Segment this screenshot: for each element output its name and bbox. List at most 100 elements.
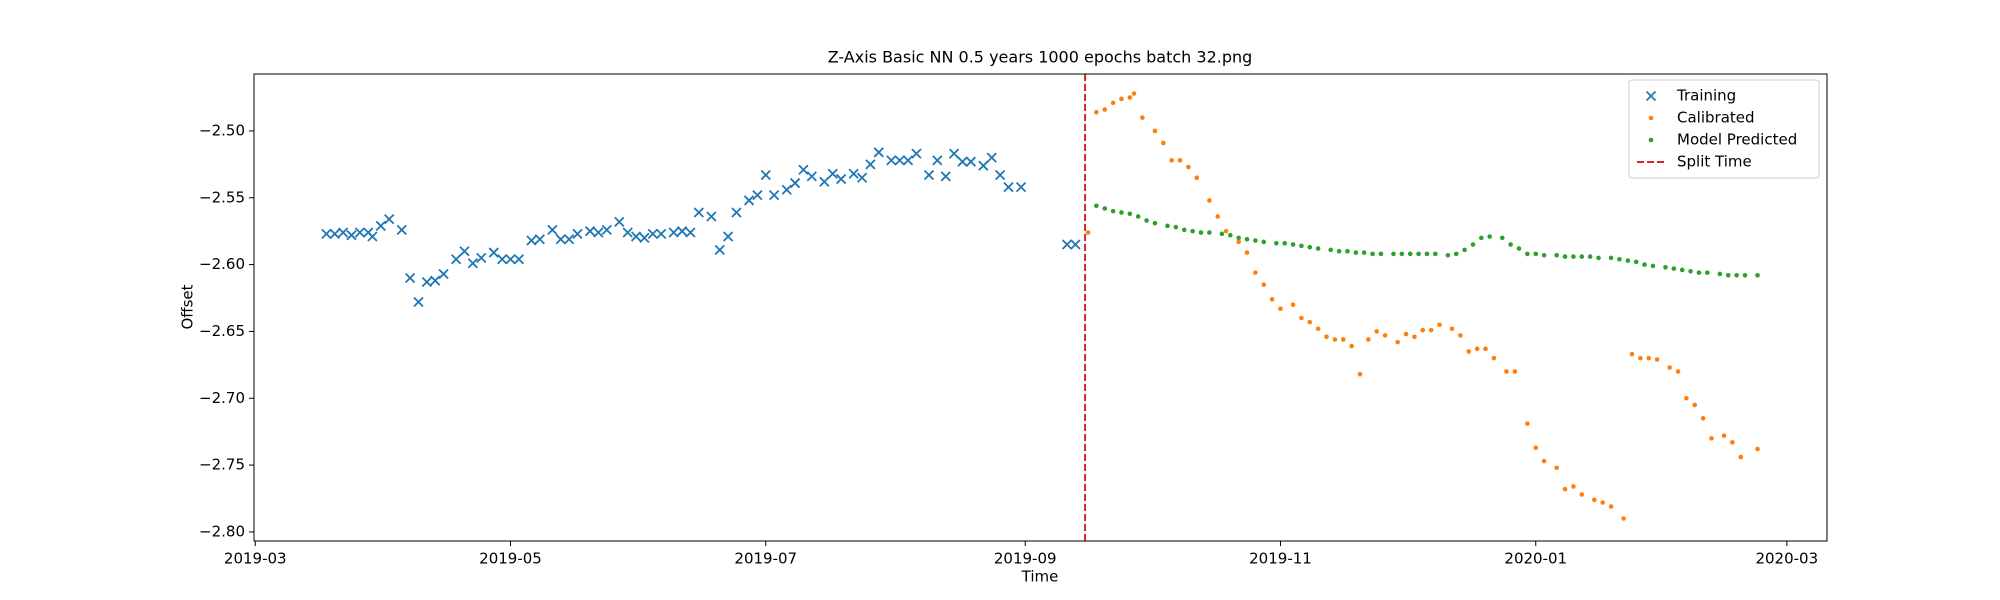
data-point xyxy=(1207,198,1212,203)
data-point xyxy=(1119,210,1124,215)
data-point xyxy=(1336,248,1342,254)
data-point xyxy=(413,296,424,308)
data-point xyxy=(1253,270,1258,275)
data-point xyxy=(731,207,742,218)
data-point xyxy=(1361,250,1367,255)
data-point xyxy=(396,224,407,235)
data-point xyxy=(1541,458,1547,464)
data-point xyxy=(1315,246,1321,251)
legend-label: Model Predicted xyxy=(1677,131,1797,149)
data-point xyxy=(806,171,817,182)
data-point xyxy=(957,156,968,167)
data-point xyxy=(1140,115,1145,120)
data-point xyxy=(932,155,943,166)
data-point xyxy=(1181,227,1187,233)
data-point xyxy=(647,228,658,239)
data-point xyxy=(1592,497,1597,503)
y-tick-label: −2.55 xyxy=(199,188,245,206)
data-point xyxy=(450,254,462,265)
data-point xyxy=(1587,254,1593,259)
data-point xyxy=(1315,326,1321,332)
data-point xyxy=(329,228,340,239)
data-point xyxy=(1600,500,1606,505)
data-point xyxy=(668,227,679,238)
data-point xyxy=(1215,214,1221,219)
data-point xyxy=(337,227,349,238)
data-point xyxy=(865,159,876,170)
data-point xyxy=(1696,270,1702,275)
data-point xyxy=(1015,181,1027,193)
data-point xyxy=(1445,252,1451,258)
data-point xyxy=(430,275,441,286)
data-point xyxy=(1261,239,1267,245)
data-point xyxy=(534,234,545,245)
data-point xyxy=(873,147,884,158)
data-point xyxy=(421,276,432,288)
data-point xyxy=(1282,240,1287,246)
data-point xyxy=(1244,236,1250,242)
data-point xyxy=(1207,230,1212,235)
data-point xyxy=(714,244,725,256)
data-point xyxy=(1667,365,1672,370)
data-point xyxy=(1608,504,1614,509)
data-point xyxy=(1671,266,1677,271)
data-point xyxy=(367,231,378,242)
data-point xyxy=(1479,235,1484,241)
y-tick-label: −2.50 xyxy=(199,121,245,139)
data-point xyxy=(614,216,625,227)
data-point xyxy=(1070,239,1081,250)
data-point xyxy=(1755,272,1760,278)
data-point xyxy=(1571,254,1576,259)
x-tick-label: 2019-05 xyxy=(479,550,542,568)
data-point xyxy=(1102,206,1108,211)
data-point xyxy=(488,247,499,258)
data-point xyxy=(1688,268,1693,274)
data-point xyxy=(1332,337,1338,342)
data-point xyxy=(1742,272,1748,278)
data-point xyxy=(743,195,755,206)
data-point xyxy=(789,177,801,189)
data-point xyxy=(1700,416,1706,421)
data-point xyxy=(798,164,809,175)
data-point xyxy=(1525,251,1530,257)
data-point xyxy=(593,227,604,238)
data-point xyxy=(1161,140,1166,146)
data-point xyxy=(1110,208,1116,214)
data-point xyxy=(1449,326,1455,332)
data-point xyxy=(1370,251,1375,257)
data-point xyxy=(584,226,596,237)
data-point xyxy=(827,168,838,179)
data-point xyxy=(1420,327,1426,333)
data-point xyxy=(1324,334,1329,340)
data-point xyxy=(685,227,696,238)
data-point xyxy=(1110,100,1116,106)
data-point xyxy=(835,173,847,185)
legend: Training Calibrated Model Predicted Split T… xyxy=(1628,79,1820,179)
y-tick-label: −2.80 xyxy=(199,522,245,540)
data-point xyxy=(1483,346,1488,352)
data-point xyxy=(1525,421,1530,426)
data-point xyxy=(1625,258,1631,263)
y-axis-label: Offset xyxy=(179,284,197,329)
data-point xyxy=(1621,516,1626,521)
data-point xyxy=(497,254,508,265)
data-point xyxy=(630,231,642,242)
data-point xyxy=(1650,263,1656,269)
data-point xyxy=(1328,247,1334,253)
data-point xyxy=(384,214,395,225)
data-point xyxy=(1679,267,1685,273)
data-point xyxy=(1562,254,1568,259)
data-point xyxy=(1357,371,1363,377)
data-point xyxy=(1462,247,1467,253)
data-point xyxy=(1705,270,1710,275)
data-point xyxy=(1428,327,1434,333)
data-point xyxy=(1453,251,1459,257)
data-point xyxy=(1353,250,1359,255)
legend-swatch xyxy=(1648,115,1654,121)
data-point xyxy=(1487,234,1493,239)
data-point xyxy=(722,231,734,242)
data-point xyxy=(555,234,566,245)
data-point xyxy=(1642,262,1647,267)
data-point xyxy=(1717,271,1723,277)
